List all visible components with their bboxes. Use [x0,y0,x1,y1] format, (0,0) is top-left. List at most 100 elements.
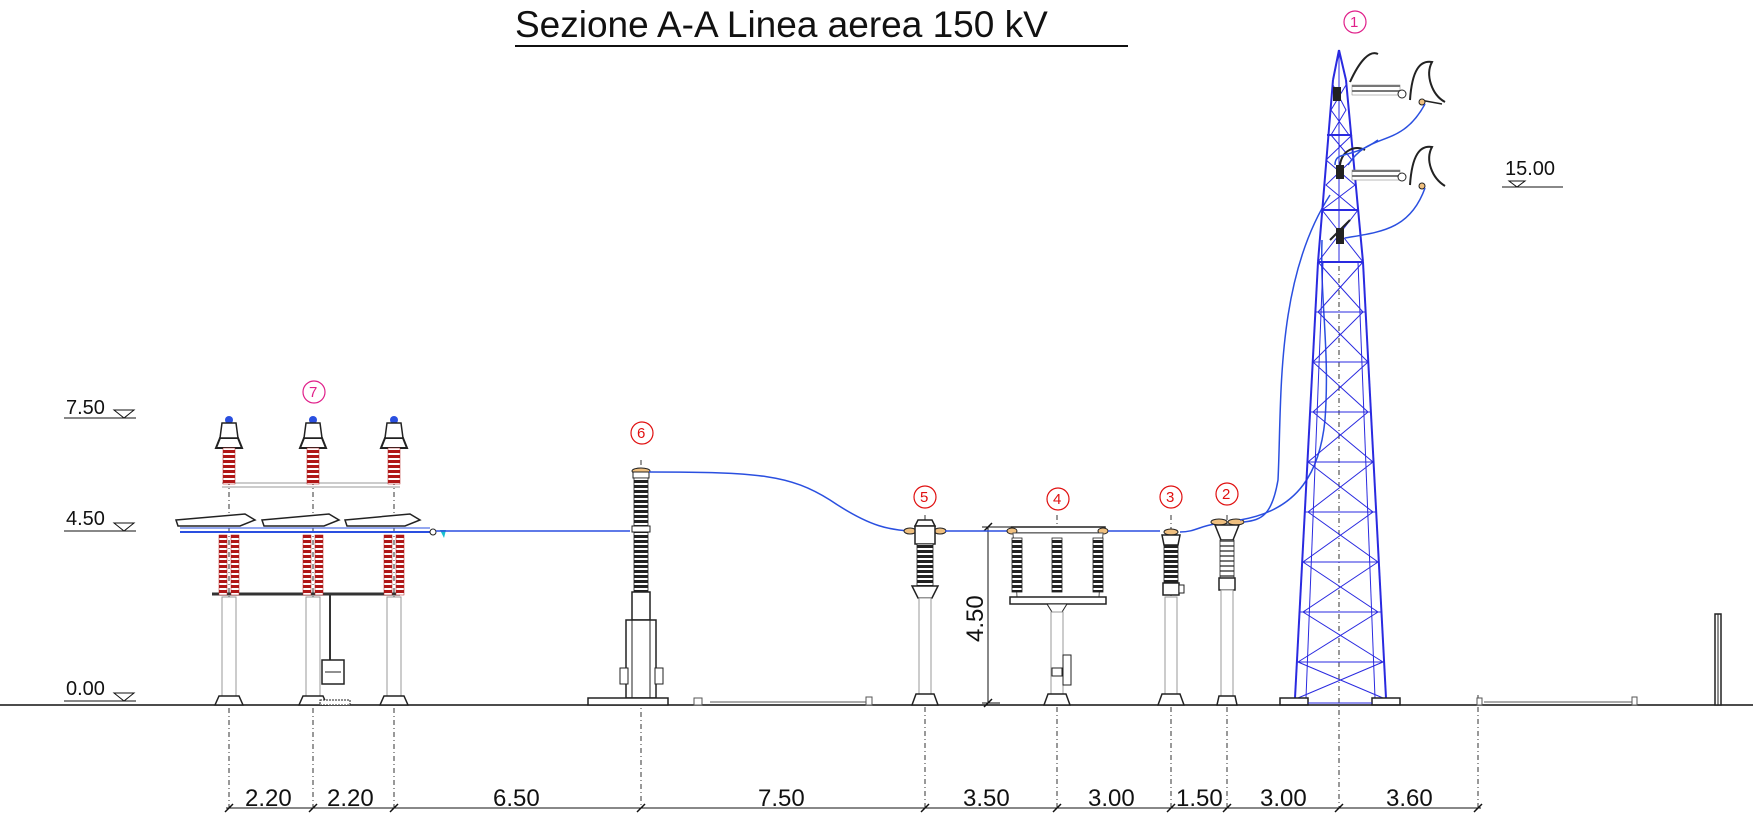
item-marker-5: 5 [913,485,937,509]
conductor-span [648,471,921,532]
right-post [1476,613,1722,706]
upper-jumper [1349,52,1379,83]
item-marker-4: 4 [1046,487,1070,511]
ct-insulator [1163,544,1179,584]
pole-lower-insulator [218,534,228,596]
arrester-top-cap [913,519,937,527]
tower-peak [1332,49,1340,81]
tower-foot [1371,697,1401,706]
dimension-tick [1222,803,1232,813]
level-0-label: 0.00 [66,678,105,700]
dimension-tick [920,803,930,813]
item-marker-circle [630,421,654,445]
tower-leg [1305,261,1324,699]
insulator-string [1351,169,1401,181]
dimension-tick [636,803,646,813]
dimension-tick [1473,803,1483,813]
conductor-clamp [1418,98,1426,106]
tower-foot [1279,697,1309,706]
level-0-triangle [112,692,136,702]
pole-support [305,596,321,698]
item-marker-1: 1 [1343,10,1367,34]
level-750-triangle [112,409,136,419]
item-marker-circle [302,380,326,404]
item-marker-circle [913,485,937,509]
vertical-dimension-tick [983,522,993,532]
conductor-clamp [1418,182,1426,190]
item-marker-number: 5 [920,489,928,506]
pole-support [386,596,402,698]
pole-upper-insulator [222,447,236,485]
level-750-label: 7.50 [66,397,105,419]
tower-lattice [1297,311,1384,663]
disconnector-blade [260,513,341,527]
pole-lower-insulator [383,534,393,596]
cvt-foundation [865,696,873,706]
vertical-dimension-label: 4.50 [962,595,989,642]
terminal-clamp [440,530,446,538]
item-marker-circle [1215,482,1239,506]
level-0: 0.00 [64,678,136,702]
cvt-tank [631,591,651,621]
cvt-lower-insulator [633,531,649,593]
dimension-tick [389,803,399,813]
insulator-string [1351,84,1401,96]
dimension-label: 3.00 [1088,785,1135,812]
pole-support [221,596,237,698]
pole-base [378,695,410,706]
item-marker-6: 6 [630,421,654,445]
line-trap [1006,526,1109,706]
arrester-support [918,597,932,695]
dimension-label: 2.20 [327,785,374,812]
trap-box [1062,654,1072,686]
trap-top-plate [1010,526,1106,534]
dimension-tick [308,803,318,813]
right-foundation [1631,696,1638,706]
ct-tank [1162,582,1180,596]
dimension-label: 3.60 [1386,785,1433,812]
dimension-label: 2.20 [245,785,292,812]
middle-line-hook [1409,145,1446,187]
dimension-label: 3.00 [1260,785,1307,812]
level-750: 7.50 [64,397,136,419]
tower-downlead [1239,239,1328,521]
tower-leg [1362,261,1387,699]
post-flange [1218,577,1236,591]
item-marker-number: 4 [1053,491,1061,508]
right-foundation [1476,697,1483,706]
level-15-label: 15.00 [1505,158,1555,180]
arrester-insulator [916,543,934,587]
item-marker-number: 3 [1166,489,1174,506]
dimension-tick [1166,803,1176,813]
tower-peak [1338,49,1347,81]
pole-top-cap [214,437,244,449]
trap-insulator [1011,537,1023,593]
trap-box [1051,667,1063,677]
level-450-label: 4.50 [66,508,105,530]
tower-leg [1317,79,1334,263]
post-base [1216,695,1238,706]
level-15-triangle [1507,180,1527,188]
pole-upper-insulator [387,447,401,485]
item-marker-number: 2 [1222,486,1230,503]
lower-jumper [1329,219,1351,241]
mechanism-base [319,699,351,706]
cvt-top-cap [632,471,650,479]
dimension-label: 7.50 [758,785,805,812]
trap-insulator [1051,537,1063,593]
pole-top-knob [225,416,233,424]
insulator-cap [1333,87,1341,101]
post-top-clamp [1210,518,1228,526]
cvt-terminal-box [654,667,664,685]
cvt-terminal-box [619,667,629,685]
arrester-flange [910,585,940,599]
current-transformer [1156,528,1186,706]
disconnector-assembly [174,416,446,706]
pole-top-knob [390,416,398,424]
pole-top-knob [309,416,317,424]
pole-lower-insulator [314,534,324,596]
level-15: 15.00 [1502,158,1563,188]
insulator-end [1397,172,1407,182]
disconnector-pole [260,416,341,706]
tower-lattice [1296,261,1385,699]
